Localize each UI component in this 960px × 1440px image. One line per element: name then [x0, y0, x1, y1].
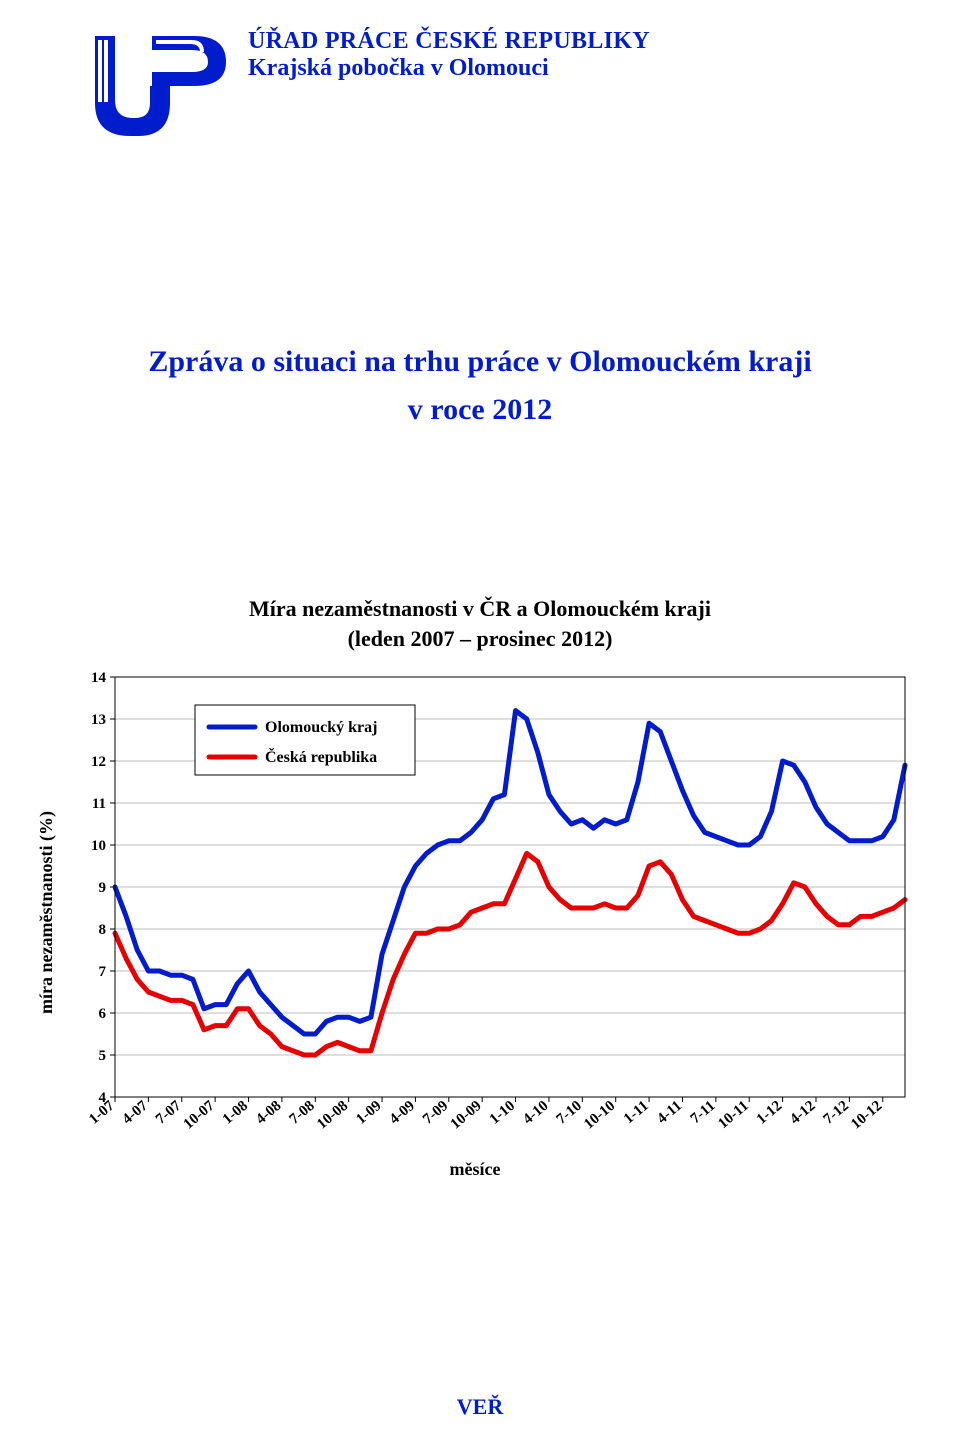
svg-text:7-11: 7-11: [687, 1098, 718, 1127]
svg-text:10-11: 10-11: [715, 1098, 751, 1132]
svg-text:10-07: 10-07: [180, 1098, 217, 1133]
chart-canvas: 45678910111213141-074-077-0710-071-084-0…: [63, 667, 915, 1157]
svg-text:7: 7: [98, 964, 106, 980]
svg-text:5: 5: [98, 1048, 106, 1064]
svg-text:1-09: 1-09: [353, 1098, 384, 1128]
svg-text:14: 14: [91, 670, 107, 686]
svg-text:Olomoucký kraj: Olomoucký kraj: [265, 719, 377, 736]
svg-text:7-07: 7-07: [152, 1098, 184, 1128]
svg-text:4-11: 4-11: [654, 1098, 685, 1127]
title-line2: v roce 2012: [60, 386, 900, 434]
org-name-line2: Krajská pobočka v Olomouci: [248, 55, 650, 82]
chart-xlabel: měsíce: [50, 1159, 900, 1180]
svg-text:7-08: 7-08: [286, 1098, 317, 1128]
svg-text:4-12: 4-12: [787, 1098, 818, 1128]
svg-text:12: 12: [91, 754, 106, 770]
svg-text:7-12: 7-12: [820, 1098, 851, 1128]
svg-text:10-08: 10-08: [314, 1098, 351, 1133]
footer-text: VEŘ: [0, 1394, 960, 1420]
svg-text:1-10: 1-10: [486, 1098, 517, 1128]
chart-title-line2: (leden 2007 – prosinec 2012): [60, 624, 900, 654]
svg-text:7-10: 7-10: [553, 1098, 584, 1128]
svg-text:10-10: 10-10: [581, 1098, 618, 1133]
svg-text:4-09: 4-09: [386, 1098, 417, 1128]
svg-text:6: 6: [98, 1006, 106, 1022]
svg-text:10-09: 10-09: [447, 1098, 484, 1133]
svg-text:13: 13: [91, 712, 106, 728]
svg-text:1-08: 1-08: [219, 1098, 250, 1128]
org-name-line1: ÚŘAD PRÁCE ČESKÉ REPUBLIKY: [248, 28, 650, 55]
svg-text:1-12: 1-12: [753, 1098, 784, 1128]
title-line1: Zpráva o situaci na trhu práce v Olomouc…: [60, 338, 900, 386]
svg-text:9: 9: [98, 880, 106, 896]
svg-text:7-09: 7-09: [420, 1098, 451, 1128]
svg-text:4-08: 4-08: [253, 1098, 284, 1128]
header-text: ÚŘAD PRÁCE ČESKÉ REPUBLIKY Krajská poboč…: [248, 28, 650, 82]
svg-text:10-12: 10-12: [848, 1098, 885, 1133]
chart-ylabel: míra nezaměstnanosti (%): [36, 811, 57, 1014]
header: ÚŘAD PRÁCE ČESKÉ REPUBLIKY Krajská poboč…: [60, 28, 900, 148]
svg-text:10: 10: [91, 838, 106, 854]
chart: míra nezaměstnanosti (%) 456789101112131…: [50, 667, 900, 1180]
svg-text:4-10: 4-10: [520, 1098, 551, 1128]
up-logo: [60, 28, 230, 148]
svg-text:Česká republika: Česká republika: [265, 747, 377, 766]
svg-text:1-11: 1-11: [620, 1098, 651, 1127]
svg-text:11: 11: [91, 796, 105, 812]
svg-text:1-07: 1-07: [86, 1098, 118, 1128]
chart-title-line1: Míra nezaměstnanosti v ČR a Olomouckém k…: [60, 594, 900, 624]
chart-title: Míra nezaměstnanosti v ČR a Olomouckém k…: [60, 594, 900, 653]
svg-text:4-07: 4-07: [119, 1098, 151, 1128]
document-title: Zpráva o situaci na trhu práce v Olomouc…: [60, 338, 900, 434]
svg-text:8: 8: [98, 922, 106, 938]
